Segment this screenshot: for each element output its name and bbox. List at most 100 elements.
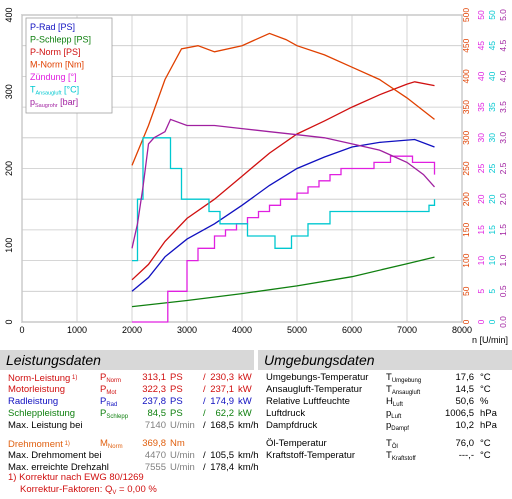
umgebung-label: Öl-Temperatur <box>266 438 327 449</box>
leistung-value-1: 237,8 <box>142 396 166 407</box>
left-tick-label: 300 <box>4 84 14 99</box>
leistung-value-2: 178,4 <box>210 462 234 473</box>
right-tick-label: 0 <box>487 319 497 324</box>
right-tick-label: 500 <box>461 8 471 22</box>
series-line-m-norm <box>131 32 435 166</box>
right-tick-label: 40 <box>476 71 486 81</box>
series-line-z-ndung <box>132 155 436 323</box>
legend-entry-text: p <box>30 97 35 107</box>
umgebung-value: 76,0 <box>455 438 475 449</box>
leistung-label-text: Norm-Leistung <box>8 373 71 384</box>
leistung-label-text: Drehmoment <box>8 439 63 450</box>
umgebung-label: Umgebungs-Temperatur <box>266 372 369 383</box>
legend-entry-text: Zündung [°] <box>30 72 77 82</box>
leistung-symbol-sub: Schlepp <box>106 414 129 420</box>
umgebung-value: ---,- <box>458 450 474 461</box>
umgebung-symbol-main: H <box>386 396 393 407</box>
right-tick-label: 4.5 <box>498 40 508 52</box>
x-tick-label: 2000 <box>122 325 142 335</box>
umgebungsdaten-header: Umgebungsdaten <box>258 350 512 370</box>
leistung-symbol: PRad <box>100 396 117 411</box>
leistung-label: Schleppleistung <box>8 408 75 420</box>
leistung-row: Max. Drehmoment bei 4470 U/min / 105,5 km/h <box>8 450 259 462</box>
leistung-symbol-sub: Rad <box>106 402 118 408</box>
leistung-slash: / <box>203 408 206 419</box>
umgebung-unit: % <box>480 396 489 407</box>
right-tick-label: 45 <box>476 41 486 51</box>
right-tick-label: 2.0 <box>498 193 508 205</box>
umgebung-unit: hPa <box>480 420 497 431</box>
umgebung-row: Kraftstoff-Temperatur TKraftstoff ---,- °C <box>266 450 512 462</box>
x-tick-label: 7000 <box>397 325 417 335</box>
leistung-label-text: Radleistung <box>8 396 59 407</box>
legend-entry-text: P-Rad [PS] <box>30 22 75 32</box>
right-tick-label: 5.0 <box>498 9 508 21</box>
umgebung-label: Ansaugluft-Temperatur <box>266 384 363 395</box>
leistung-symbol: PMot <box>100 384 116 399</box>
umgebung-symbol-sub: Öl <box>391 444 398 450</box>
leistung-value-2: 62,2 <box>215 408 235 419</box>
leistung-row: Drehmoment 1) MNorm 369,8 Nm <box>8 438 254 450</box>
leistung-unit-2: kW <box>238 408 252 419</box>
umgebung-label: Dampfdruck <box>266 420 318 431</box>
umgebung-symbol: TUmgebung <box>386 372 421 387</box>
leistung-value-2: 174,9 <box>210 396 234 407</box>
leistung-slash: / <box>203 420 206 431</box>
right-tick-label: 350 <box>461 100 471 114</box>
right-tick-label: 200 <box>461 192 471 206</box>
leistung-unit-1: Nm <box>170 438 185 449</box>
umgebung-row: Ansaugluft-Temperatur TAnsaugluft 14,5 °C <box>266 384 512 396</box>
legend-entry: P-Norm [PS] <box>30 47 81 57</box>
umgebung-row: Öl-Temperatur TÖl 76,0 °C <box>266 438 512 450</box>
right-tick-label: 25 <box>487 164 497 174</box>
umgebung-unit: °C <box>480 438 491 449</box>
umgebung-row: Luftdruck pLuft 1006,5 hPa <box>266 408 512 420</box>
leistung-value-1: 4470 <box>144 450 166 461</box>
umgebung-symbol-sub: Luft <box>392 402 403 408</box>
leistung-label: Max. erreichte Drehzahl <box>8 462 109 474</box>
umgebung-symbol: TKraftstoff <box>386 450 416 465</box>
leistung-unit-1: U/min <box>170 450 195 461</box>
right-tick-label: 50 <box>476 10 486 20</box>
umgebung-symbol-main: T <box>386 450 392 461</box>
umgebung-symbol-sub: Kraftstoff <box>391 456 416 462</box>
legend-box <box>25 17 113 114</box>
right-tick-label: 100 <box>461 253 471 267</box>
leistung-row: Norm-Leistung 1) PNorm 313,1 PS / 230,3 kW <box>8 372 254 384</box>
x-tick-label: 5000 <box>287 325 307 335</box>
umgebung-value: 10,2 <box>455 420 475 431</box>
right-tick-label: 450 <box>461 38 471 52</box>
umgebung-label: Relative Luftfeuchte <box>266 396 350 407</box>
right-tick-label: 0 <box>476 319 486 324</box>
right-tick-label: 30 <box>476 133 486 143</box>
right-tick-label: 5 <box>487 289 497 294</box>
series-line-p-schlepp <box>131 256 435 308</box>
right-tick-label: 0.0 <box>498 316 508 328</box>
x-tick-label: 1000 <box>67 325 87 335</box>
umgebung-symbol: TAnsaugluft <box>386 384 420 399</box>
legend-entry-sub: Saugrohr <box>35 103 58 109</box>
legend-entry: Zündung [°] <box>30 72 77 82</box>
right-tick-label: 10 <box>476 256 486 266</box>
leistung-unit-2: kW <box>238 396 252 407</box>
umgebung-unit: °C <box>480 450 491 461</box>
leistung-slash: / <box>203 384 206 395</box>
legend: P-Rad [PS] P-Schlepp [PS] P-Norm [PS] M-Nor… <box>25 17 113 114</box>
x-tick-label: 0 <box>19 325 24 335</box>
leistung-unit-2: kW <box>238 372 252 383</box>
leistung-unit-2: kW <box>238 384 252 395</box>
leistung-label-text: Schleppleistung <box>8 408 76 419</box>
left-tick-label: 400 <box>4 7 14 22</box>
leistung-value-1: 322,3 <box>142 384 166 395</box>
right-tick-label: 400 <box>461 69 471 83</box>
umgebung-symbol: pDampf <box>386 420 409 435</box>
right-tick-label: 20 <box>476 194 486 204</box>
umgebung-value: 50,6 <box>455 396 475 407</box>
legend-entry: pSaugrohr [bar] <box>30 97 78 109</box>
right-tick-label: 250 <box>461 161 471 175</box>
leistung-unit-1: PS <box>170 396 183 407</box>
data-tables: Leistungsdaten Umgebungsdaten Norm-Leist… <box>0 350 512 498</box>
leistung-symbol-main: P <box>100 384 107 395</box>
leistung-symbol: PSchlepp <box>100 408 128 423</box>
leistung-symbol-sub: Norm <box>106 378 122 384</box>
